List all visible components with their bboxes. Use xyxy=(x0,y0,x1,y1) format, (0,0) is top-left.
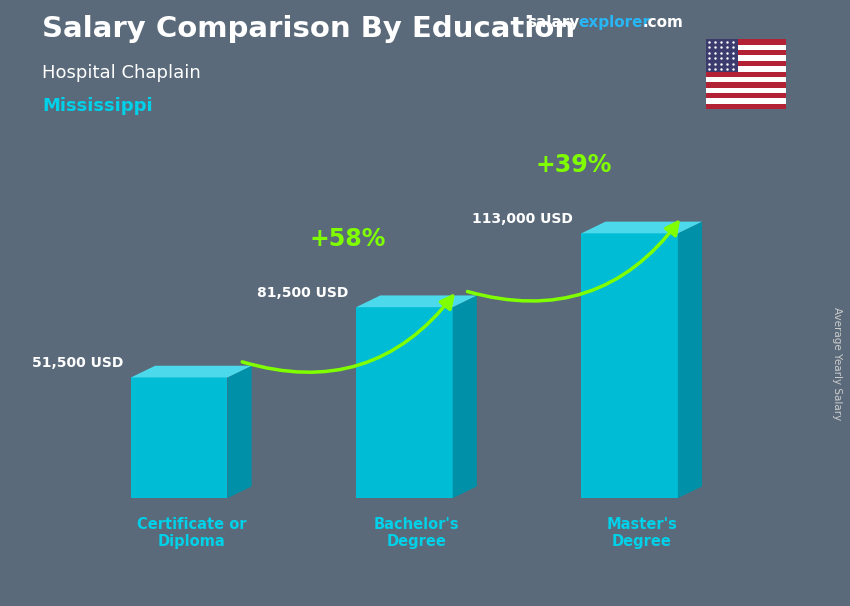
Text: Certificate or
Diploma: Certificate or Diploma xyxy=(137,517,246,549)
Polygon shape xyxy=(581,222,702,233)
Bar xyxy=(706,56,786,61)
Text: Salary Comparison By Education: Salary Comparison By Education xyxy=(42,15,575,43)
Text: Hospital Chaplain: Hospital Chaplain xyxy=(42,64,201,82)
FancyArrowPatch shape xyxy=(242,296,453,372)
Text: 51,500 USD: 51,500 USD xyxy=(31,356,123,370)
Bar xyxy=(706,72,786,77)
Bar xyxy=(706,93,786,98)
Text: Master's
Degree: Master's Degree xyxy=(606,517,677,549)
Polygon shape xyxy=(131,366,252,378)
Bar xyxy=(706,66,786,72)
Polygon shape xyxy=(678,222,702,498)
Text: Bachelor's
Degree: Bachelor's Degree xyxy=(374,517,459,549)
Bar xyxy=(706,104,786,109)
Text: Average Yearly Salary: Average Yearly Salary xyxy=(832,307,842,420)
Polygon shape xyxy=(453,296,477,498)
Bar xyxy=(356,307,453,498)
Bar xyxy=(706,88,786,93)
Bar xyxy=(706,50,786,56)
Text: 113,000 USD: 113,000 USD xyxy=(473,212,574,226)
Bar xyxy=(131,378,228,498)
Polygon shape xyxy=(228,366,252,498)
FancyArrowPatch shape xyxy=(468,222,678,301)
Text: +58%: +58% xyxy=(310,227,386,251)
Bar xyxy=(706,45,786,50)
Bar xyxy=(706,39,786,45)
Text: 81,500 USD: 81,500 USD xyxy=(257,286,348,300)
Bar xyxy=(581,233,678,498)
Text: explorer: explorer xyxy=(579,15,651,30)
Polygon shape xyxy=(356,296,477,307)
Text: salary: salary xyxy=(527,15,580,30)
Bar xyxy=(706,98,786,104)
Text: +39%: +39% xyxy=(536,153,611,178)
Bar xyxy=(706,82,786,88)
Text: Mississippi: Mississippi xyxy=(42,97,153,115)
Bar xyxy=(706,39,738,72)
Bar xyxy=(706,77,786,82)
Text: .com: .com xyxy=(643,15,683,30)
Bar xyxy=(706,61,786,66)
